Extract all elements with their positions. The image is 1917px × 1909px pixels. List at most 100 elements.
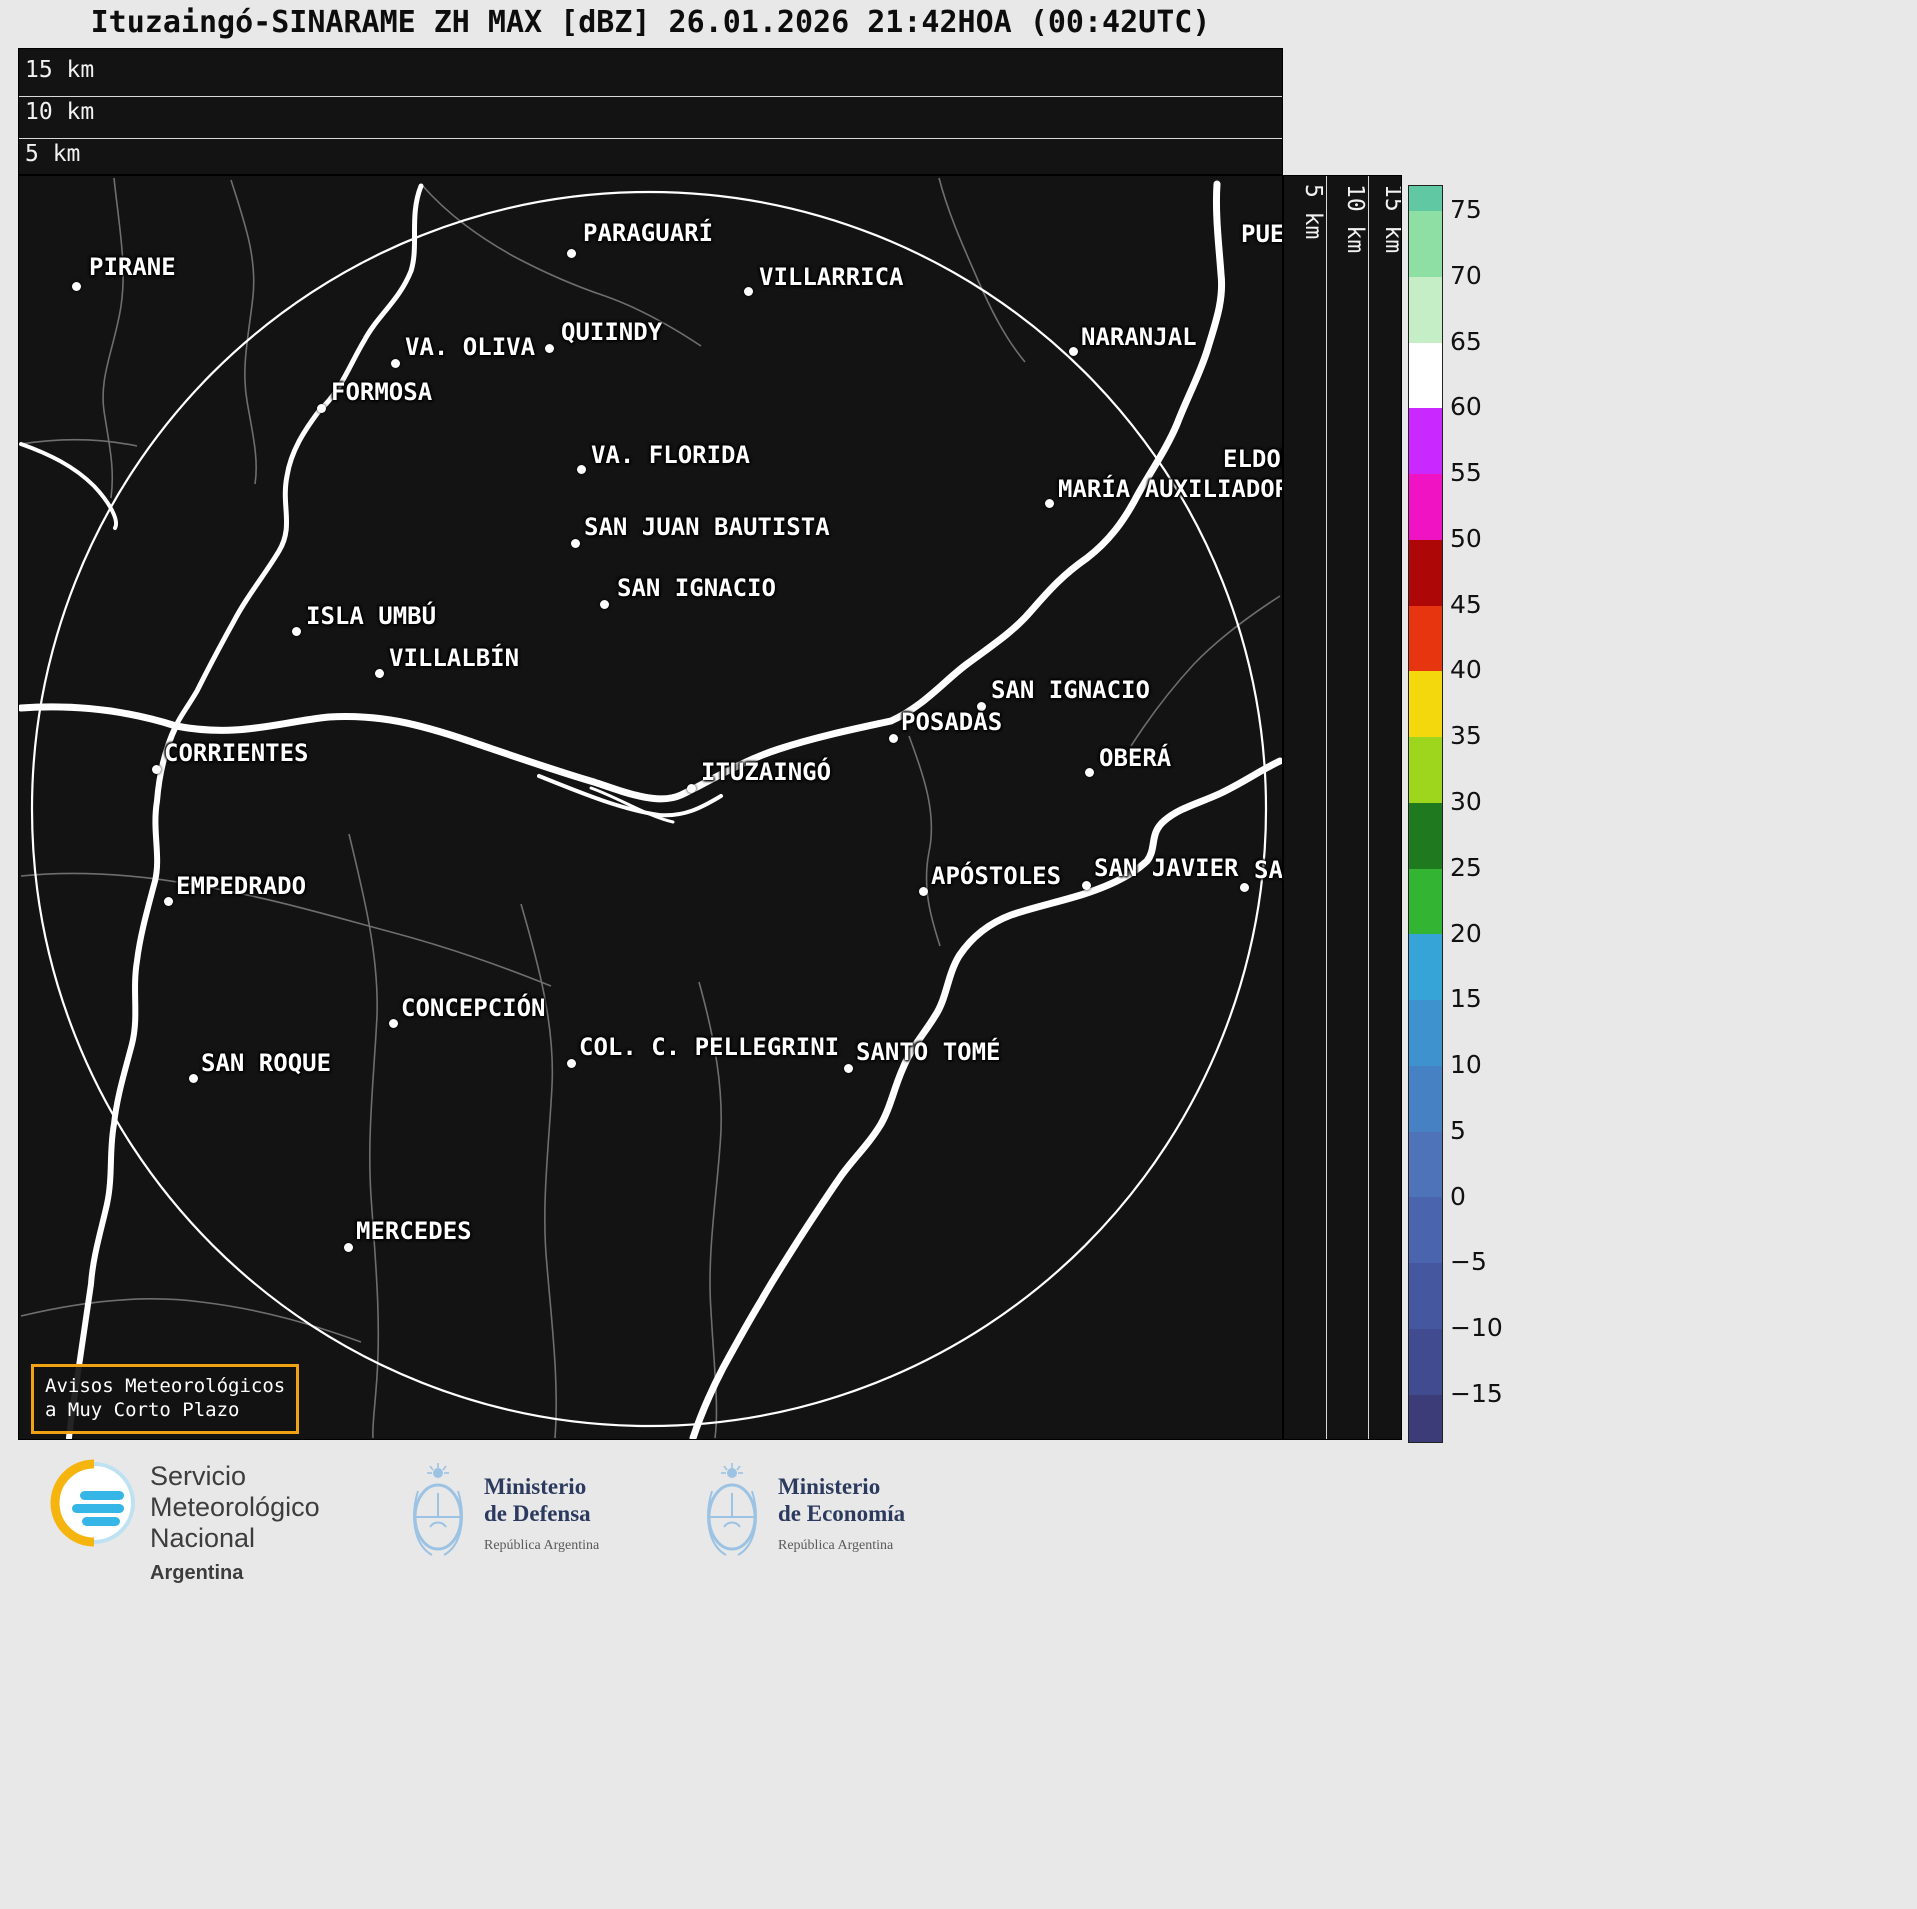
city-dot (919, 887, 928, 896)
colorbar-segment (1409, 737, 1442, 803)
colorbar-tick-label: 50 (1450, 523, 1482, 553)
ministry-title-line: Ministerio (778, 1474, 881, 1499)
colorbar-tick-label: 30 (1450, 787, 1482, 817)
colorbar-tick-label: −5 (1450, 1247, 1487, 1277)
top-profile-canvas (19, 49, 1282, 174)
smn-logo-icon (50, 1459, 135, 1547)
smn-name-line: Nacional (150, 1523, 256, 1553)
colorbar-segment (1409, 868, 1442, 935)
city-dot (567, 249, 576, 258)
warning-line: Avisos Meteorológicos (45, 1375, 286, 1397)
colorbar-segment (1409, 605, 1442, 672)
weather-warning-box[interactable]: Avisos Meteorológicos a Muy Corto Plazo (31, 1364, 300, 1434)
city-dot (152, 765, 161, 774)
city-dot (687, 784, 696, 793)
city-dot (164, 897, 173, 906)
city-dot (889, 734, 898, 743)
city-dot (744, 287, 753, 296)
ministry-title-line: de Economía (778, 1501, 906, 1526)
city-label: ITUZAINGÓ (701, 758, 832, 786)
colorbar-segment (1409, 186, 1442, 211)
city-label: PIRANE (89, 253, 176, 281)
right-height-profile-panel: 5 km 10 km 15 km (1283, 175, 1402, 1440)
city-dot (189, 1074, 198, 1083)
colorbar-segment (1409, 802, 1442, 869)
city-label: CONCEPCIÓN (401, 994, 546, 1022)
colorbar-tick-label: 55 (1450, 458, 1482, 488)
ministry-economia-block: Ministerio de Economía República Argenti… (700, 1461, 905, 1559)
city-label: SAN IGNACIO (991, 676, 1150, 704)
city-dot (600, 600, 609, 609)
colorbar-segment (1409, 1329, 1442, 1395)
colorbar-segment (1409, 342, 1442, 409)
city-label: PARAGUARÍ (583, 219, 714, 247)
argentina-coat-of-arms-icon (413, 1463, 463, 1556)
city-dot (844, 1064, 853, 1073)
city-dot (1085, 768, 1094, 777)
city-label: VILLALBÍN (389, 644, 520, 672)
city-label: ELDORADO (1223, 445, 1282, 473)
colorbar-segment (1409, 276, 1442, 343)
ministry-title-line: de Defensa (484, 1501, 591, 1526)
city-dot (1240, 883, 1249, 892)
colorbar-tick-label: −10 (1450, 1313, 1503, 1343)
colorbar-segment (1409, 1394, 1442, 1442)
city-dot (317, 404, 326, 413)
smn-country-label: Argentina (150, 1562, 244, 1584)
argentina-coat-of-arms-icon (707, 1463, 757, 1556)
colorbar-tick-label: 25 (1450, 852, 1482, 882)
city-label: PUERTO (1241, 220, 1283, 248)
city-dot (344, 1243, 353, 1252)
right-profile-canvas (1284, 176, 1401, 1439)
colorbar-segment (1409, 211, 1442, 277)
colorbar-segment (1409, 1263, 1442, 1330)
city-dot (1045, 499, 1054, 508)
colorbar-segment (1409, 1065, 1442, 1132)
city-label: SAN JAVIER (1094, 854, 1239, 882)
smn-block: Servicio Meteorológico Nacional Argentin… (50, 1459, 320, 1589)
city-label: VILLARRICA (759, 263, 904, 291)
ministry-subtitle: República Argentina (484, 1538, 600, 1553)
ministry-defensa-text: Ministerio de Defensa República Argentin… (484, 1461, 599, 1559)
city-label: VA. FLORIDA (591, 441, 750, 469)
colorbar-segment (1409, 408, 1442, 475)
ministry-title-line: Ministerio (484, 1474, 587, 1499)
colorbar-tick-label: 75 (1450, 195, 1482, 224)
city-label: POSADAS (901, 708, 1003, 736)
footer: Servicio Meteorológico Nacional Argentin… (0, 1441, 1917, 1909)
colorbar-segment (1409, 539, 1442, 606)
colorbar-tick-label: 70 (1450, 260, 1482, 290)
city-label: FORMOSA (331, 378, 433, 406)
colorbar-tick-label: 65 (1450, 326, 1482, 356)
dbz-colorbar (1408, 185, 1443, 1443)
city-dot (292, 627, 301, 636)
colorbar-tick-label: 15 (1450, 984, 1482, 1014)
colorbar-tick-label: 5 (1450, 1115, 1466, 1145)
city-dot (567, 1059, 576, 1068)
city-dot (577, 465, 586, 474)
city-label: SANTO TOMÉ (856, 1038, 1001, 1066)
height-axis-label-5km: 5 km (1300, 184, 1326, 240)
ministry-subtitle: República Argentina (778, 1538, 894, 1553)
colorbar-segment (1409, 474, 1442, 540)
city-label: CORRIENTES (164, 739, 309, 767)
ministry-economia-text: Ministerio de Economía República Argenti… (778, 1461, 905, 1559)
city-label: EMPEDRADO (176, 872, 307, 900)
colorbar-segment (1409, 934, 1442, 1001)
radar-map-panel: Avisos Meteorológicos a Muy Corto Plazo … (18, 175, 1283, 1440)
colorbar-tick-label: 10 (1450, 1050, 1482, 1080)
colorbar-segment (1409, 1131, 1442, 1198)
city-dot (977, 702, 986, 711)
city-label: SAN IGNACIO (617, 574, 776, 602)
radar-echo-canvas (19, 176, 1282, 1439)
page-title: Ituzaingó-SINARAME ZH MAX [dBZ] 26.01.20… (90, 5, 1211, 40)
city-dot (72, 282, 81, 291)
height-axis-label-10km: 10 km (25, 99, 95, 125)
city-dot (375, 669, 384, 678)
city-dot (391, 359, 400, 368)
city-label: COL. C. PELLEGRINI (579, 1033, 840, 1061)
colorbar-segment (1409, 1000, 1442, 1066)
colorbar-tick-label: 40 (1450, 655, 1482, 685)
height-axis-label-10km: 10 km (1342, 184, 1368, 254)
colorbar-tick-label: 45 (1450, 589, 1482, 619)
